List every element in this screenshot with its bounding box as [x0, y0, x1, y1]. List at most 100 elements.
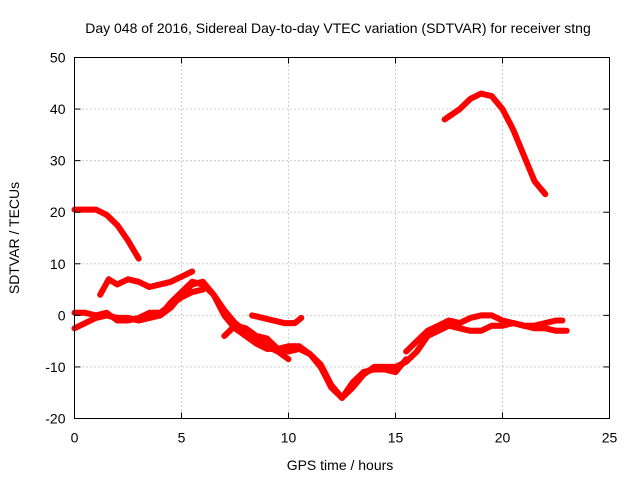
data-point	[82, 309, 89, 316]
data-point	[185, 270, 192, 277]
data-point	[545, 326, 552, 333]
data-point	[100, 210, 106, 217]
data-point	[481, 91, 488, 98]
data-point	[428, 326, 435, 333]
data-point	[89, 316, 96, 323]
data-point	[303, 349, 310, 356]
data-point	[260, 334, 267, 341]
series-track-1	[71, 206, 142, 262]
data-point	[349, 384, 356, 391]
data-point	[239, 330, 246, 337]
series-track-3	[97, 268, 196, 298]
y-tick-label: 30	[50, 153, 66, 169]
data-point	[114, 281, 121, 288]
data-point	[189, 289, 196, 296]
data-point	[157, 281, 164, 288]
data-point	[513, 134, 520, 141]
data-point	[135, 278, 142, 285]
data-point	[520, 152, 527, 159]
data-point	[399, 360, 406, 367]
axis-ticks: 0 5 10 15 20 25 -20 -10 0 10 20 30 40 50	[45, 50, 617, 446]
data-point	[471, 314, 477, 321]
data-point	[510, 126, 517, 133]
data-point	[299, 347, 306, 354]
data-point	[153, 282, 160, 289]
data-point	[249, 330, 256, 337]
data-point	[259, 314, 266, 321]
data-point	[103, 280, 110, 287]
plot-frame	[74, 57, 610, 419]
data-point	[92, 314, 99, 321]
data-point	[478, 327, 485, 334]
data-point	[178, 273, 185, 280]
data-point	[139, 316, 146, 323]
data-point	[164, 279, 171, 286]
data-point	[256, 314, 263, 321]
data-point	[129, 244, 136, 251]
data-point	[214, 298, 221, 305]
data-point	[267, 316, 273, 323]
data-point	[82, 320, 89, 327]
data-point	[252, 313, 259, 320]
data-point	[511, 130, 518, 137]
data-point	[467, 95, 474, 102]
data-point	[556, 317, 563, 324]
data-point	[527, 167, 533, 174]
data-point	[309, 354, 316, 361]
data-point	[517, 321, 524, 328]
data-point	[131, 248, 138, 255]
data-point	[110, 314, 117, 321]
data-point	[92, 206, 99, 213]
data-point	[196, 287, 203, 294]
data-point	[530, 174, 537, 181]
data-point	[392, 363, 399, 370]
data-point	[107, 313, 114, 320]
data-point	[246, 327, 253, 334]
data-point	[105, 276, 112, 283]
data-point	[174, 275, 181, 282]
data-point	[235, 323, 242, 330]
data-point	[150, 314, 156, 321]
data-point	[496, 102, 503, 109]
data-point	[135, 317, 142, 324]
data-point	[128, 277, 135, 284]
data-point	[453, 319, 460, 326]
data-point	[217, 305, 224, 312]
data-point	[114, 222, 121, 229]
data-point	[321, 370, 328, 377]
series-track-9	[403, 312, 566, 355]
data-point	[352, 381, 359, 388]
data-point	[355, 378, 362, 385]
data-point	[471, 94, 477, 100]
data-point	[492, 314, 499, 321]
data-point	[210, 291, 217, 298]
data-point	[501, 109, 508, 116]
data-point	[189, 278, 196, 285]
data-point	[281, 347, 288, 354]
data-point	[525, 163, 532, 170]
data-point	[474, 92, 481, 99]
data-point	[536, 184, 543, 191]
data-point	[467, 314, 474, 321]
data-point	[460, 318, 467, 325]
data-point	[295, 317, 302, 324]
data-point	[221, 312, 228, 319]
data-point	[118, 228, 125, 235]
data-point	[456, 320, 463, 327]
chart-title: Day 048 of 2016, Sidereal Day-to-day VTE…	[85, 20, 591, 36]
data-point	[516, 141, 523, 148]
data-point	[416, 345, 422, 352]
y-tick-label: -10	[45, 359, 65, 375]
data-point	[212, 295, 219, 302]
y-tick-label: 10	[50, 256, 66, 272]
data-point	[539, 187, 546, 194]
data-point	[324, 377, 331, 384]
series-track-8	[249, 312, 305, 327]
data-point	[159, 309, 166, 316]
data-point	[274, 345, 281, 352]
data-point	[196, 280, 203, 287]
series-track-7	[221, 320, 570, 401]
data-point	[364, 369, 370, 376]
data-point	[499, 106, 506, 113]
